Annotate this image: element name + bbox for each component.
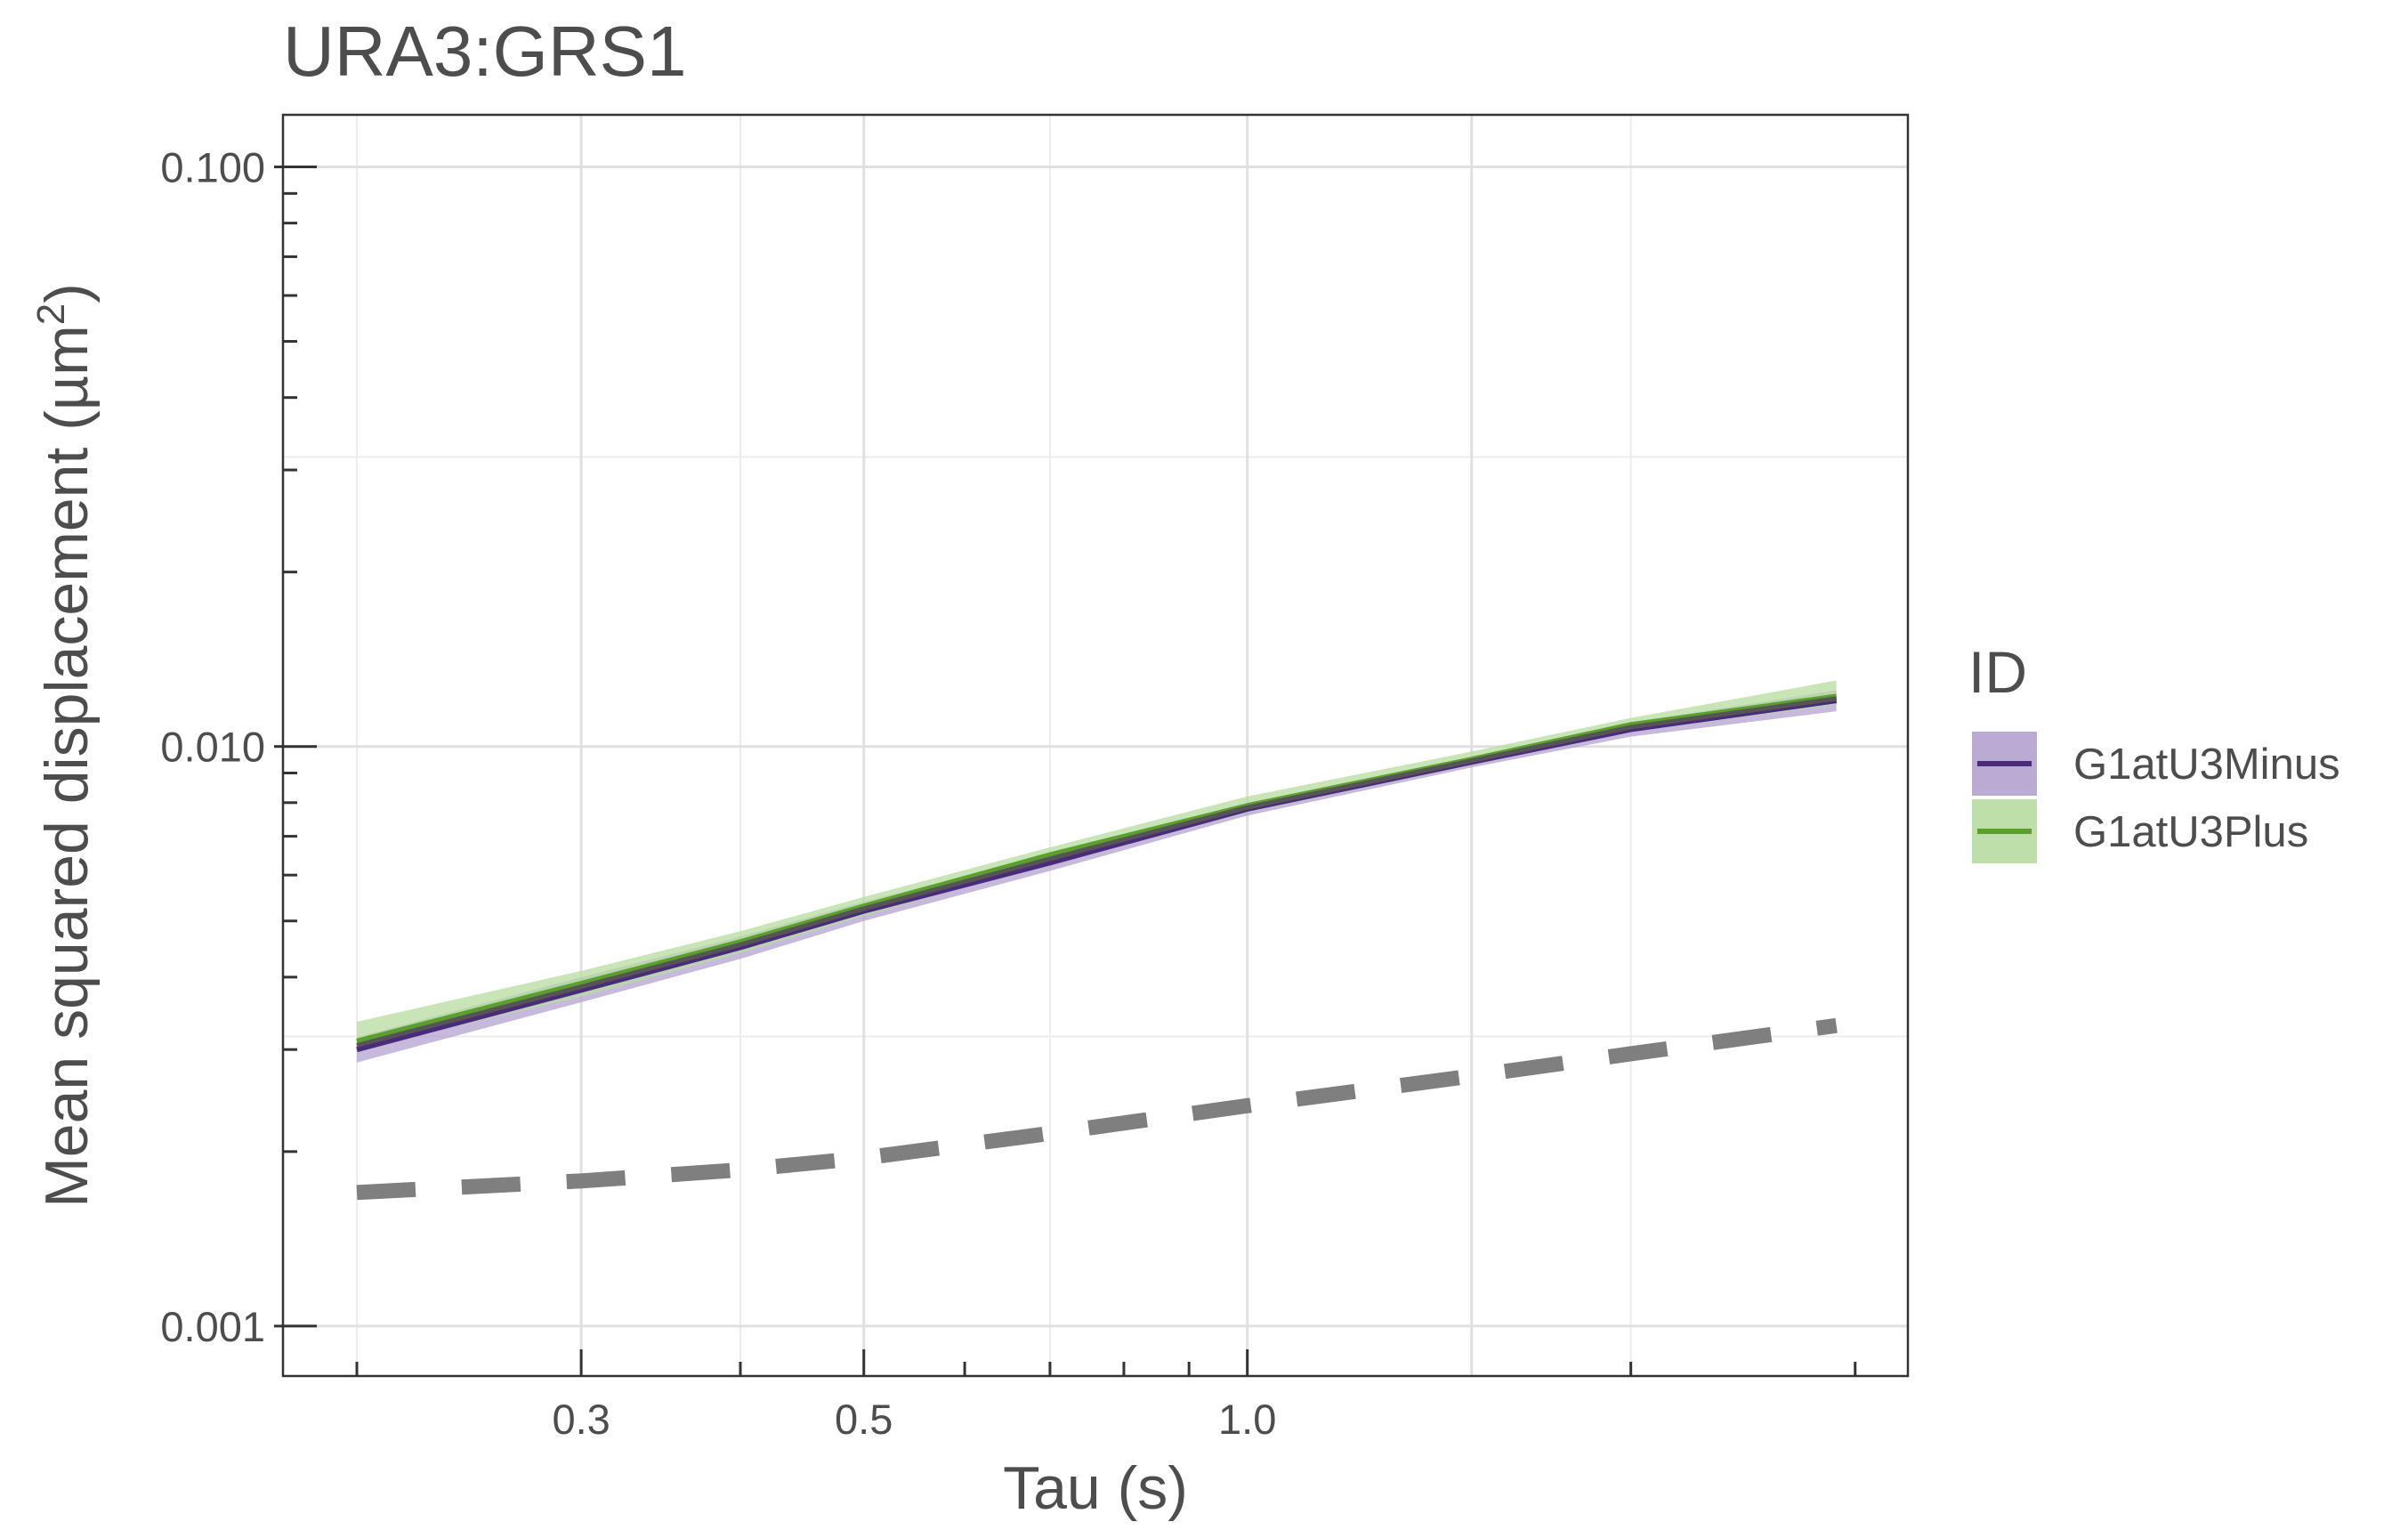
chart-title: URA3:GRS1: [283, 12, 686, 91]
y-axis-title-tail: ): [33, 283, 101, 304]
overall-mean-line: [356, 696, 1838, 1048]
y-axis-title-superscript: 2: [29, 304, 73, 325]
legend-items: G1atU3Minus G1atU3Plus: [1972, 732, 2340, 863]
legend-item-G1atU3Plus: G1atU3Plus: [1972, 799, 2308, 863]
x-axis-title: Tau (s): [1003, 1454, 1188, 1522]
legend-label: G1atU3Minus: [2073, 741, 2340, 789]
legend-title: ID: [1968, 639, 2027, 705]
y-tick-label: 0.010: [160, 724, 265, 771]
y-tick-label: 0.100: [160, 144, 265, 191]
legend-item-G1atU3Minus: G1atU3Minus: [1972, 732, 2340, 796]
ribbon-G1atU3Minus: [357, 690, 1837, 1063]
y-axis-title: Mean squared displacement (µm2): [29, 283, 101, 1208]
legend-label: G1atU3Plus: [2073, 808, 2308, 856]
x-tick-label: 1.0: [1218, 1396, 1276, 1443]
axes: 0.001 0.010 0.100 0.3 0.5 1.0: [160, 144, 1857, 1443]
x-tick-label: 0.3: [552, 1396, 610, 1443]
series-lines: [356, 693, 1838, 1201]
grid-lines: [283, 115, 1908, 1376]
legend: ID G1atU3Minus G1atU3Plus: [1968, 639, 2340, 863]
y-axis-title-main: Mean squared displacement (µm: [33, 325, 101, 1208]
x-tick-label: 0.5: [835, 1396, 893, 1443]
y-tick-label: 0.001: [160, 1303, 265, 1350]
